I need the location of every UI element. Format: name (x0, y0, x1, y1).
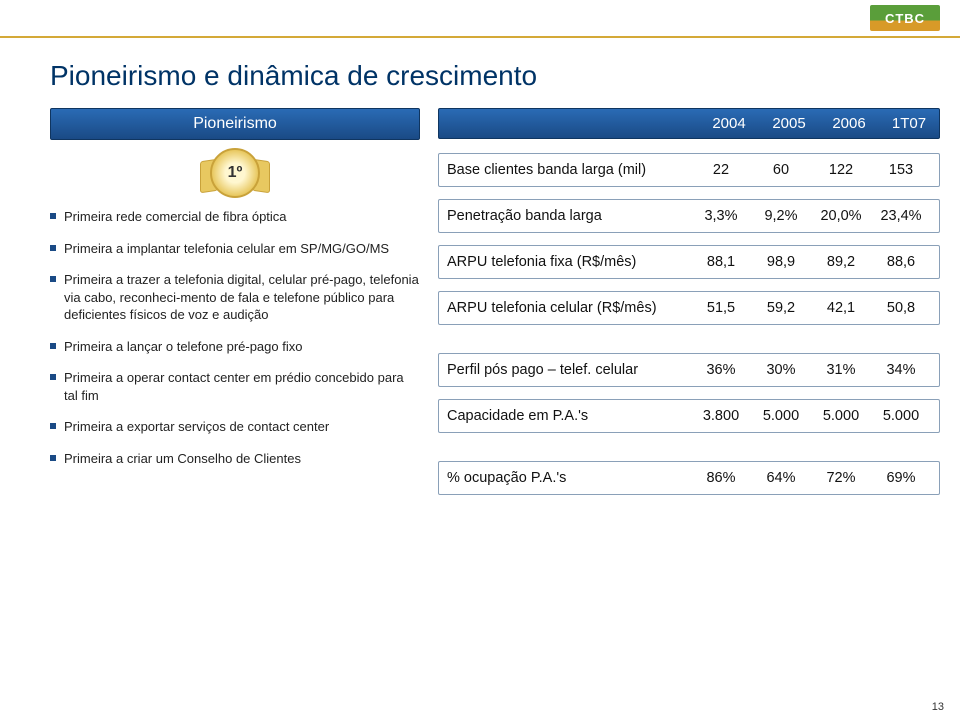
row-value: 64% (751, 470, 811, 486)
right-column: 2004 2005 2006 1T07 Base clientes banda … (438, 108, 940, 507)
row-label: Capacidade em P.A.'s (447, 408, 691, 424)
row-value: 20,0% (811, 208, 871, 224)
row-value: 89,2 (811, 254, 871, 270)
row-label: Base clientes banda larga (mil) (447, 162, 691, 178)
row-value: 5.000 (871, 408, 931, 424)
row-value: 31% (811, 362, 871, 378)
row-value: 30% (751, 362, 811, 378)
data-row: Capacidade em P.A.'s 3.800 5.000 5.000 5… (438, 399, 940, 433)
row-value: 86% (691, 470, 751, 486)
data-row: Base clientes banda larga (mil) 22 60 12… (438, 153, 940, 187)
data-row: Perfil pós pago – telef. celular 36% 30%… (438, 353, 940, 387)
year-cell: 1T07 (879, 115, 939, 132)
row-value: 9,2% (751, 208, 811, 224)
row-value: 3,3% (691, 208, 751, 224)
pioneirismo-header: Pioneirismo (50, 108, 420, 140)
list-item: Primeira a trazer a telefonia digital, c… (50, 271, 420, 324)
year-cell: 2006 (819, 115, 879, 132)
row-value: 153 (871, 162, 931, 178)
row-label: ARPU telefonia celular (R$/mês) (447, 300, 691, 316)
list-item: Primeira a implantar telefonia celular e… (50, 240, 420, 258)
list-item: Primeira a exportar serviços de contact … (50, 418, 420, 436)
year-cell: 2005 (759, 115, 819, 132)
list-item: Primeira a operar contact center em préd… (50, 369, 420, 404)
row-value: 69% (871, 470, 931, 486)
logo: CTBC (870, 5, 940, 31)
list-item: Primeira a criar um Conselho de Clientes (50, 450, 420, 468)
list-item: Primeira rede comercial de fibra óptica (50, 208, 420, 226)
row-value: 88,1 (691, 254, 751, 270)
row-label: ARPU telefonia fixa (R$/mês) (447, 254, 691, 270)
data-row: ARPU telefonia celular (R$/mês) 51,5 59,… (438, 291, 940, 325)
data-row: ARPU telefonia fixa (R$/mês) 88,1 98,9 8… (438, 245, 940, 279)
row-label: Perfil pós pago – telef. celular (447, 362, 691, 378)
row-value: 5.000 (811, 408, 871, 424)
row-label: % ocupação P.A.'s (447, 470, 691, 486)
header-bar: CTBC (0, 0, 960, 38)
row-value: 42,1 (811, 300, 871, 316)
row-value: 22 (691, 162, 751, 178)
first-badge-icon: 1º (210, 148, 260, 198)
row-value: 72% (811, 470, 871, 486)
row-value: 5.000 (751, 408, 811, 424)
row-value: 51,5 (691, 300, 751, 316)
list-item: Primeira a lançar o telefone pré-pago fi… (50, 338, 420, 356)
row-value: 88,6 (871, 254, 931, 270)
row-label: Penetração banda larga (447, 208, 691, 224)
slide-content: Pioneirismo e dinâmica de crescimento Pi… (50, 60, 940, 507)
row-value: 50,8 (871, 300, 931, 316)
bullets-list: Primeira rede comercial de fibra óptica … (50, 208, 420, 467)
row-value: 98,9 (751, 254, 811, 270)
left-column: Pioneirismo 1º Primeira rede comercial d… (50, 108, 420, 507)
data-row: Penetração banda larga 3,3% 9,2% 20,0% 2… (438, 199, 940, 233)
data-row: % ocupação P.A.'s 86% 64% 72% 69% (438, 461, 940, 495)
year-header: 2004 2005 2006 1T07 (438, 108, 940, 139)
row-value: 36% (691, 362, 751, 378)
page-number: 13 (932, 701, 944, 713)
row-value: 34% (871, 362, 931, 378)
page-title: Pioneirismo e dinâmica de crescimento (50, 60, 940, 92)
row-value: 23,4% (871, 208, 931, 224)
row-value: 60 (751, 162, 811, 178)
row-value: 122 (811, 162, 871, 178)
row-value: 3.800 (691, 408, 751, 424)
year-cell: 2004 (699, 115, 759, 132)
row-value: 59,2 (751, 300, 811, 316)
